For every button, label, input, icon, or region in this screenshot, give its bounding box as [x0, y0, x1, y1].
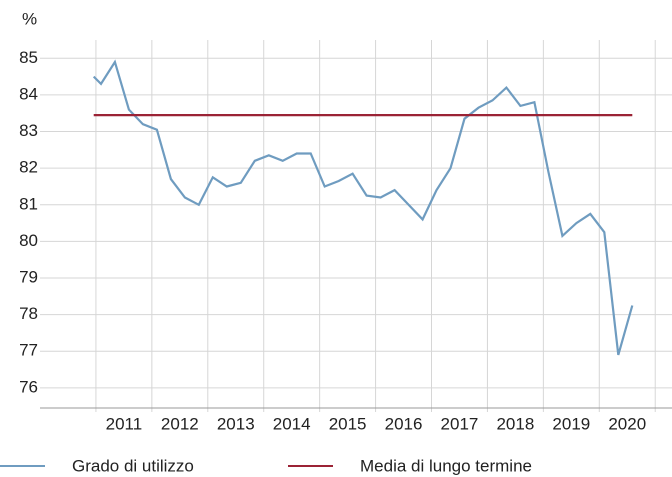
y-tick-label: 83 — [19, 121, 38, 140]
x-tick-label: 2018 — [496, 414, 534, 433]
x-tick-label: 2013 — [217, 414, 255, 433]
y-tick-label: 76 — [19, 377, 38, 396]
legend-label: Grado di utilizzo — [72, 456, 194, 475]
x-tick-label: 2011 — [106, 414, 143, 433]
data-line — [92, 59, 634, 356]
y-tick-label: 79 — [19, 267, 38, 286]
y-tick-label: 77 — [19, 341, 38, 360]
y-tick-label: 81 — [19, 194, 38, 213]
y-tick-label: 85 — [19, 48, 38, 67]
x-tick-label: 2012 — [161, 414, 199, 433]
x-tick-label: 2016 — [385, 414, 423, 433]
y-tick-label: 80 — [19, 231, 38, 250]
y-unit: % — [22, 9, 37, 28]
y-tick-label: 78 — [19, 304, 38, 323]
x-tick-label: 2020 — [608, 414, 646, 433]
x-tick-label: 2019 — [552, 414, 590, 433]
x-tick-label: 2017 — [441, 414, 479, 433]
y-tick-label: 82 — [19, 158, 38, 177]
y-tick-label: 84 — [19, 84, 38, 103]
x-tick-label: 2014 — [273, 414, 311, 433]
x-tick-label: 2015 — [329, 414, 367, 433]
legend-label: Media di lungo termine — [360, 456, 532, 475]
